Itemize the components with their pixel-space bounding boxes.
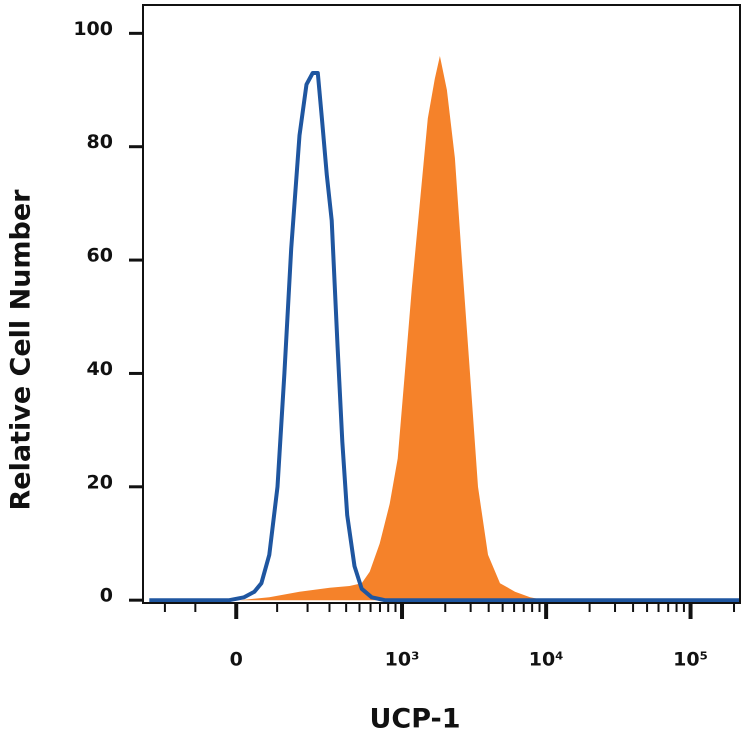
y-tick-label: 40 [87, 358, 113, 380]
histogram-area [149, 56, 741, 601]
x-tick-label: 10⁴ [529, 649, 564, 671]
y-tick-label: 100 [73, 18, 113, 40]
y-tick-label: 20 [87, 471, 113, 493]
x-tick-label: 10³ [385, 649, 420, 671]
histogram-line [149, 71, 740, 603]
y-tick-label: 60 [87, 245, 113, 267]
y-tick-label: 80 [87, 131, 113, 153]
y-axis-title: Relative Cell Number [6, 189, 37, 511]
x-axis-title: UCP-1 [369, 704, 460, 735]
y-tick-label: 0 [100, 585, 113, 607]
x-tick-label: 0 [230, 649, 243, 671]
x-tick-label: 10⁵ [673, 649, 708, 671]
plot-frame [142, 4, 741, 604]
